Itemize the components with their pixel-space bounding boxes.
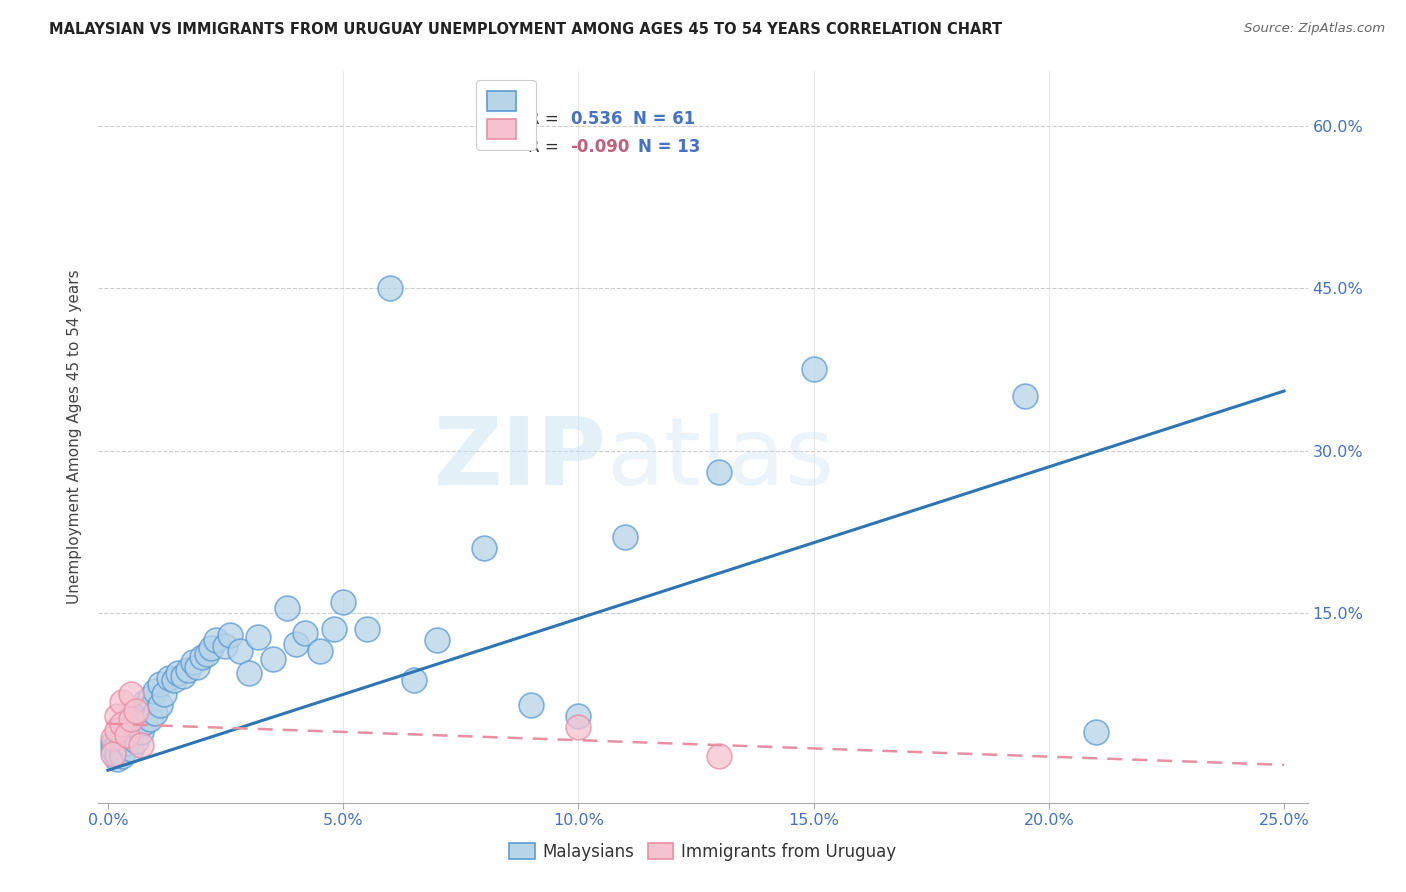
Point [134, 695, 156, 709]
Text: N = 61: N = 61 [633, 110, 695, 128]
Point [101, 731, 124, 745]
Point [120, 727, 142, 741]
Point [172, 669, 194, 683]
Point [125, 704, 148, 718]
Point [186, 660, 208, 674]
Point [238, 665, 260, 680]
Point [262, 651, 284, 665]
Point [105, 747, 128, 761]
Point [143, 684, 166, 698]
Text: MALAYSIAN VS IMMIGRANTS FROM URUGUAY UNEMPLOYMENT AMONG AGES 45 TO 54 YEARS CORR: MALAYSIAN VS IMMIGRANTS FROM URUGUAY UNE… [49, 22, 1002, 37]
Point [101, 736, 124, 750]
Point [472, 541, 495, 556]
Point [285, 636, 308, 650]
Point [125, 734, 148, 748]
Point [214, 639, 236, 653]
Point [101, 747, 124, 761]
Point [402, 673, 425, 688]
Point [111, 745, 134, 759]
Point [105, 709, 128, 723]
Point [111, 749, 134, 764]
Text: R =: R = [527, 137, 558, 156]
Point [567, 720, 589, 734]
Point [111, 695, 134, 709]
Point [105, 739, 128, 753]
Point [709, 749, 731, 764]
Point [120, 712, 142, 726]
Point [567, 709, 589, 723]
Point [111, 716, 134, 731]
Point [294, 625, 316, 640]
Point [101, 741, 124, 756]
Text: -0.090: -0.090 [569, 137, 630, 156]
Point [129, 725, 152, 739]
Point [356, 623, 378, 637]
Text: ZIP: ZIP [433, 413, 606, 505]
Point [228, 644, 250, 658]
Point [177, 663, 200, 677]
Point [308, 644, 330, 658]
Point [120, 709, 142, 723]
Point [219, 628, 242, 642]
Point [191, 649, 214, 664]
Point [200, 640, 222, 655]
Text: Source: ZipAtlas.com: Source: ZipAtlas.com [1244, 22, 1385, 36]
Point [205, 633, 228, 648]
Point [163, 673, 186, 688]
Point [105, 723, 128, 738]
Point [153, 688, 176, 702]
Text: 0.536: 0.536 [569, 110, 623, 128]
Point [276, 600, 298, 615]
Point [195, 648, 218, 662]
Point [120, 741, 142, 756]
Point [139, 712, 162, 726]
Point [120, 688, 142, 702]
Point [520, 698, 543, 713]
Point [322, 623, 344, 637]
Point [149, 698, 172, 713]
Point [143, 706, 166, 720]
Point [709, 465, 731, 479]
Point [125, 716, 148, 731]
Text: N = 13: N = 13 [638, 137, 700, 156]
Point [247, 630, 270, 644]
Point [157, 671, 180, 685]
Point [149, 676, 172, 690]
Text: R =: R = [527, 110, 558, 128]
Legend: Malaysians, Immigrants from Uruguay: Malaysians, Immigrants from Uruguay [503, 837, 903, 868]
Point [115, 736, 138, 750]
Point [167, 665, 190, 680]
Point [105, 752, 128, 766]
Point [115, 727, 138, 741]
Text: atlas: atlas [606, 413, 835, 505]
Point [115, 723, 138, 738]
Point [378, 281, 401, 295]
Point [139, 690, 162, 705]
Point [332, 595, 354, 609]
Point [129, 701, 152, 715]
Point [1084, 725, 1107, 739]
Point [1014, 389, 1036, 403]
Point [111, 731, 134, 745]
Point [129, 739, 152, 753]
Y-axis label: Unemployment Among Ages 45 to 54 years: Unemployment Among Ages 45 to 54 years [67, 269, 83, 605]
Point [134, 714, 156, 729]
Point [803, 362, 825, 376]
Point [181, 655, 204, 669]
Point [614, 530, 637, 544]
Point [426, 633, 449, 648]
